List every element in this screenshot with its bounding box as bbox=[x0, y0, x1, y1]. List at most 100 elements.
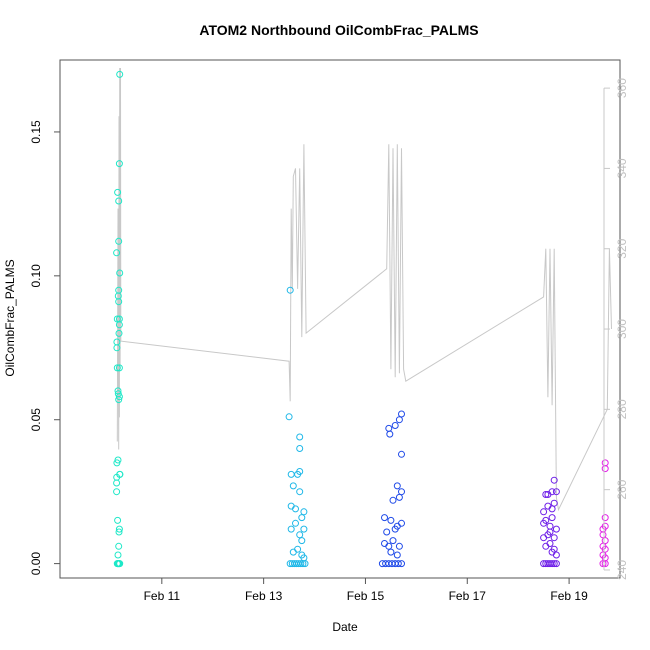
data-point-series-2 bbox=[285, 413, 293, 421]
y-axis-label: OilCombFrac_PALMS bbox=[3, 259, 17, 376]
data-point-series-1 bbox=[115, 528, 123, 536]
data-point-series-4 bbox=[552, 488, 560, 496]
x-tick-label: Feb 19 bbox=[550, 589, 588, 603]
plot-frame bbox=[59, 59, 621, 579]
data-point-series-5 bbox=[599, 531, 607, 539]
data-point-series-2 bbox=[292, 519, 299, 527]
data-point-series-4 bbox=[546, 522, 554, 530]
data-point-series-5 bbox=[601, 545, 609, 553]
data-point-series-4 bbox=[552, 560, 560, 568]
y-tick-label: 0.10 bbox=[29, 264, 43, 288]
data-point-series-2 bbox=[296, 531, 304, 539]
data-point-series-1 bbox=[113, 249, 121, 257]
data-point-series-1 bbox=[113, 479, 121, 487]
data-point-series-2 bbox=[289, 482, 297, 490]
data-point-series-1 bbox=[115, 542, 123, 550]
temperature-line-series bbox=[116, 67, 612, 512]
data-point-series-4 bbox=[552, 551, 560, 559]
data-point-series-3 bbox=[381, 514, 388, 522]
data-point-series-2 bbox=[300, 525, 308, 533]
data-point-series-5 bbox=[601, 514, 609, 522]
data-point-series-2 bbox=[296, 433, 304, 441]
data-point-series-3 bbox=[387, 548, 395, 556]
data-point-series-4 bbox=[542, 516, 550, 524]
data-point-series-4 bbox=[550, 545, 558, 553]
x-axis: Feb 11 Feb 13 Feb 15 Feb 17 Feb 19 bbox=[144, 577, 588, 603]
right-y-tick-label: 360 bbox=[615, 78, 629, 98]
data-point-series-2 bbox=[301, 560, 309, 568]
data-point-series-2 bbox=[292, 505, 299, 513]
data-point-series-3 bbox=[391, 422, 399, 429]
data-point-series-1 bbox=[115, 364, 123, 372]
data-point-series-1 bbox=[115, 160, 123, 168]
data-point-series-3 bbox=[398, 410, 405, 418]
right-y-axis: 240 260 280 300 320 340 360 bbox=[603, 78, 629, 580]
data-point-series-1 bbox=[113, 338, 121, 346]
data-point-series-2 bbox=[286, 286, 294, 294]
right-y-tick-label: 340 bbox=[615, 158, 629, 178]
data-point-series-1 bbox=[114, 188, 122, 196]
data-point-series-2 bbox=[299, 560, 307, 568]
data-point-series-1 bbox=[113, 488, 121, 496]
data-point-series-3 bbox=[391, 525, 399, 533]
data-point-series-2 bbox=[296, 445, 304, 452]
x-tick-label: Feb 15 bbox=[347, 589, 385, 603]
data-point-series-3 bbox=[395, 416, 403, 424]
data-point-series-1 bbox=[114, 516, 122, 524]
data-point-series-1 bbox=[116, 70, 124, 78]
data-point-series-5 bbox=[601, 522, 609, 530]
x-axis-label: Date bbox=[332, 620, 358, 634]
data-point-series-4 bbox=[546, 540, 554, 547]
chart-title: ATOM2 Northbound OilCombFrac_PALMS bbox=[199, 22, 478, 38]
data-point-series-3 bbox=[398, 488, 405, 496]
right-y-tick-label: 300 bbox=[615, 319, 629, 339]
right-y-tick-label: 280 bbox=[615, 399, 629, 419]
data-point-series-3 bbox=[393, 551, 401, 559]
y-axis: 0.00 0.05 0.10 0.15 bbox=[29, 120, 61, 575]
data-point-series-1 bbox=[114, 390, 122, 398]
data-point-series-1 bbox=[116, 560, 124, 568]
data-point-series-5 bbox=[601, 560, 609, 568]
data-point-series-5 bbox=[601, 465, 609, 473]
data-point-series-4 bbox=[550, 499, 558, 507]
data-point-series-5 bbox=[599, 560, 607, 568]
x-tick-label: Feb 17 bbox=[449, 589, 487, 603]
data-point-series-4 bbox=[542, 542, 550, 550]
data-point-series-1 bbox=[116, 470, 124, 478]
data-point-series-4 bbox=[550, 534, 558, 542]
y-tick-label: 0.15 bbox=[29, 120, 43, 144]
data-point-series-3 bbox=[389, 496, 397, 504]
data-point-series-3 bbox=[385, 424, 393, 432]
data-point-series-5 bbox=[601, 537, 609, 545]
data-point-series-2 bbox=[294, 545, 302, 553]
data-point-series-4 bbox=[540, 508, 548, 516]
right-y-tick-label: 240 bbox=[615, 560, 629, 580]
data-point-series-1 bbox=[113, 315, 121, 323]
data-point-series-3 bbox=[389, 537, 397, 545]
data-point-series-4 bbox=[552, 525, 560, 533]
data-point-series-2 bbox=[287, 470, 295, 478]
data-point-series-3 bbox=[385, 542, 393, 550]
data-point-series-2 bbox=[287, 525, 295, 533]
data-point-series-1 bbox=[115, 525, 123, 533]
data-point-series-1 bbox=[114, 387, 122, 395]
data-point-series-3 bbox=[395, 542, 403, 550]
right-y-tick-label: 260 bbox=[615, 479, 629, 499]
data-point-series-3 bbox=[398, 450, 405, 458]
data-point-series-2 bbox=[289, 548, 297, 556]
scatter-points bbox=[113, 70, 609, 568]
data-point-series-1 bbox=[115, 197, 123, 205]
data-point-series-1 bbox=[114, 456, 122, 464]
data-point-series-5 bbox=[601, 459, 609, 467]
data-point-series-3 bbox=[395, 493, 403, 501]
data-point-series-4 bbox=[548, 488, 556, 496]
data-point-series-1 bbox=[113, 364, 121, 372]
y-tick-label: 0.05 bbox=[29, 408, 43, 432]
data-point-series-3 bbox=[393, 482, 401, 490]
data-point-series-4 bbox=[546, 528, 554, 536]
data-point-series-3 bbox=[381, 540, 388, 547]
data-point-series-4 bbox=[540, 534, 548, 542]
data-point-series-2 bbox=[296, 488, 304, 496]
x-tick-label: Feb 11 bbox=[144, 589, 181, 603]
data-point-series-2 bbox=[294, 470, 302, 478]
